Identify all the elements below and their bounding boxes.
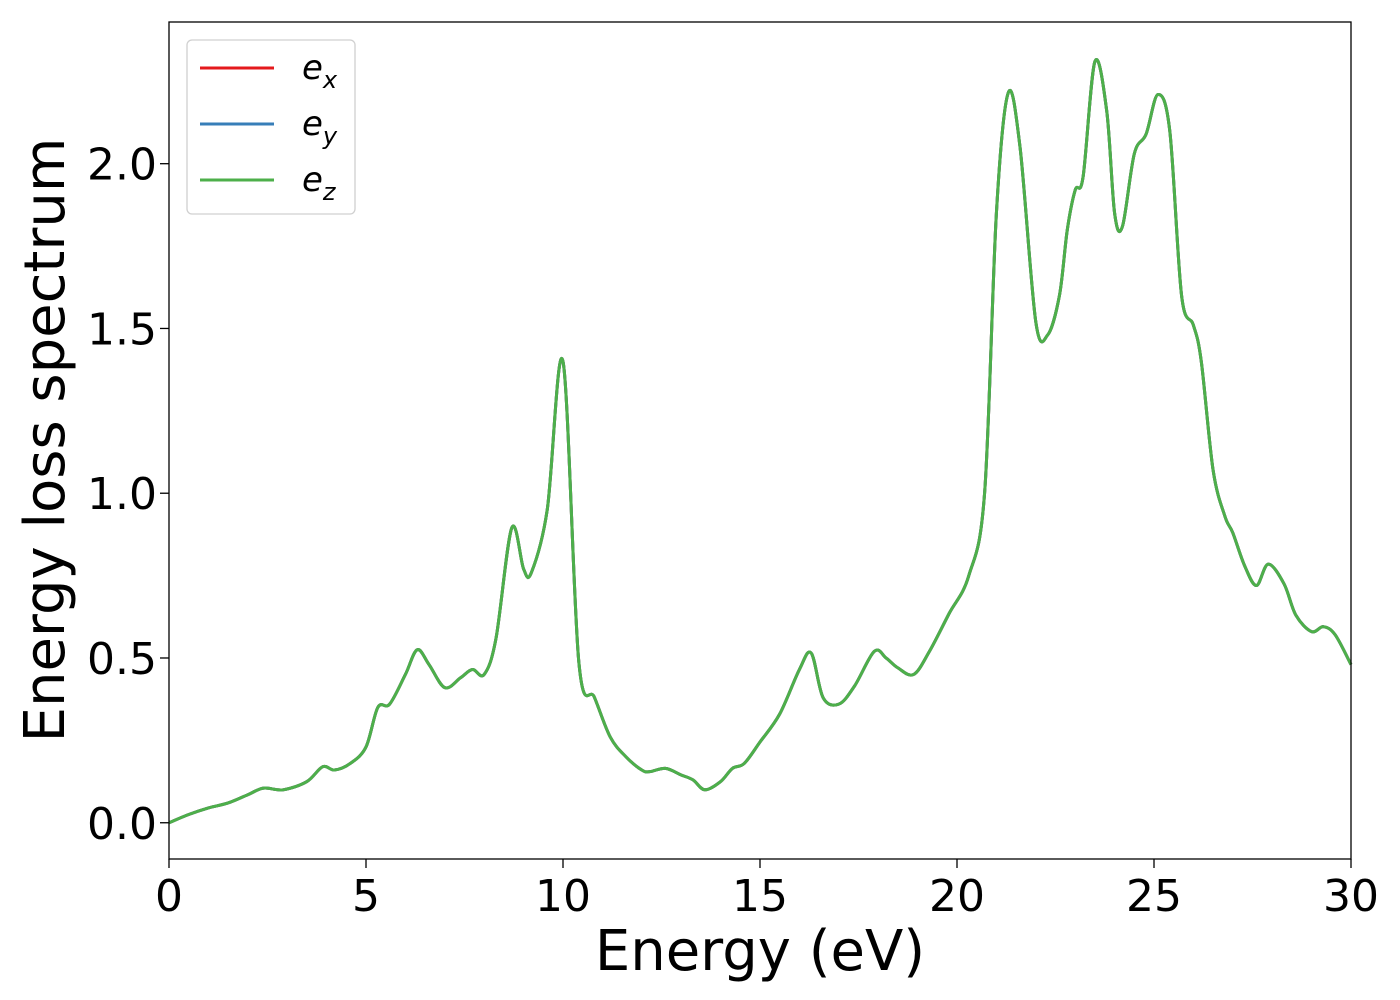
x-tick-label: 5	[352, 871, 380, 922]
x-axis-label: Energy (eV)	[595, 919, 925, 984]
y-tick-label: 0.0	[87, 799, 157, 850]
x-tick-label: 30	[1323, 871, 1379, 922]
legend-box	[186, 39, 356, 215]
y-tick-label: 2.0	[87, 140, 157, 191]
x-tick-label: 15	[732, 871, 788, 922]
y-tick-label: 1.5	[87, 304, 157, 355]
x-tick-label: 20	[929, 871, 985, 922]
x-tick-label: 10	[535, 871, 591, 922]
legend-label-y: ey	[302, 104, 338, 150]
legend-label-x: ex	[302, 48, 338, 94]
series-line-z	[168, 58, 1353, 825]
legend: ex ey ez	[186, 39, 356, 215]
series-layer	[168, 58, 1353, 825]
y-tick-label: 0.5	[87, 634, 157, 685]
y-tick-label: 1.0	[87, 469, 157, 520]
x-axis-ticks: 0 5 10 15 20 25 30	[155, 859, 1379, 922]
x-tick-label: 25	[1126, 871, 1182, 922]
plot-area	[169, 22, 1351, 859]
y-axis-ticks: 0.0 0.5 1.0 1.5 2.0	[87, 140, 169, 850]
legend-label-z: ez	[302, 160, 337, 206]
y-axis-label: Energy loss spectrum	[13, 138, 78, 743]
x-tick-label: 0	[155, 871, 183, 922]
